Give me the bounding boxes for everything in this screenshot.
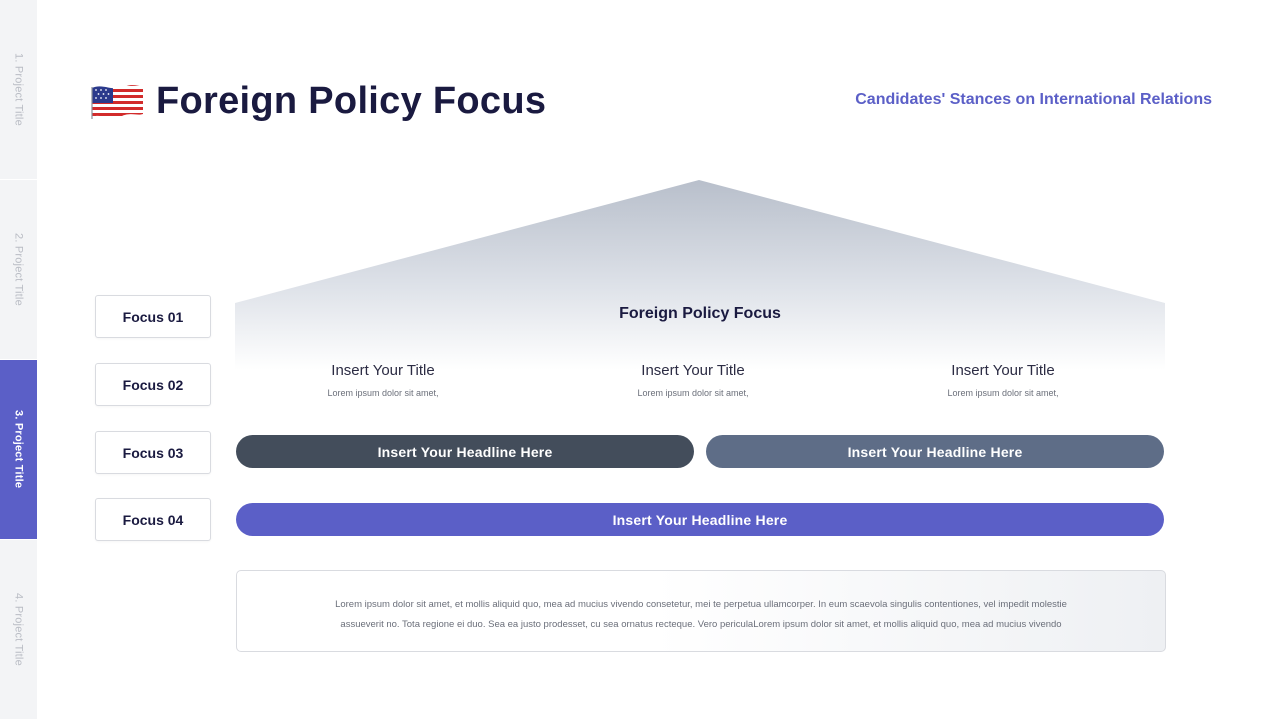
page-title: Foreign Policy Focus xyxy=(156,80,547,122)
us-flag-icon xyxy=(91,85,143,119)
side-tab-label: 4. Project Title xyxy=(12,593,25,666)
description-line-2: assueverit no. Tota regione ei duo. Sea … xyxy=(340,619,1062,630)
column-title: Insert Your Title xyxy=(641,362,745,379)
side-tab-1[interactable]: 1. Project Title xyxy=(0,0,37,180)
side-tab-4[interactable]: 4. Project Title xyxy=(0,540,37,720)
description-box: Lorem ipsum dolor sit amet, et mollis al… xyxy=(236,570,1166,652)
roof-column-3: Insert Your Title Lorem ipsum dolor sit … xyxy=(848,362,1158,398)
side-navigation: 1. Project Title 2. Project Title 3. Pro… xyxy=(0,0,37,720)
side-tab-label: 3. Project Title xyxy=(12,410,25,489)
column-title: Insert Your Title xyxy=(951,362,1055,379)
page-subtitle: Candidates' Stances on International Rel… xyxy=(855,91,1212,108)
roof-shape xyxy=(235,180,1165,370)
roof-title: Foreign Policy Focus xyxy=(619,305,781,322)
focus-label-4[interactable]: Focus 04 xyxy=(95,498,211,541)
description-line-1: Lorem ipsum dolor sit amet, et mollis al… xyxy=(335,599,1067,610)
column-text: Lorem ipsum dolor sit amet, xyxy=(327,388,439,398)
headline-bar-1[interactable]: Insert Your Headline Here xyxy=(236,435,694,468)
headline-bar-3[interactable]: Insert Your Headline Here xyxy=(236,503,1164,536)
side-tab-2[interactable]: 2. Project Title xyxy=(0,180,37,360)
column-text: Lorem ipsum dolor sit amet, xyxy=(637,388,749,398)
side-tab-label: 1. Project Title xyxy=(12,53,25,126)
side-tab-label: 2. Project Title xyxy=(12,233,25,306)
focus-label-1[interactable]: Focus 01 xyxy=(95,295,211,338)
column-text: Lorem ipsum dolor sit amet, xyxy=(947,388,1059,398)
column-title: Insert Your Title xyxy=(331,362,435,379)
focus-label-3[interactable]: Focus 03 xyxy=(95,431,211,474)
headline-bar-2[interactable]: Insert Your Headline Here xyxy=(706,435,1164,468)
roof-column-2: Insert Your Title Lorem ipsum dolor sit … xyxy=(538,362,848,398)
focus-label-2[interactable]: Focus 02 xyxy=(95,363,211,406)
side-tab-3-active[interactable]: 3. Project Title xyxy=(0,360,37,540)
roof-column-1: Insert Your Title Lorem ipsum dolor sit … xyxy=(228,362,538,398)
